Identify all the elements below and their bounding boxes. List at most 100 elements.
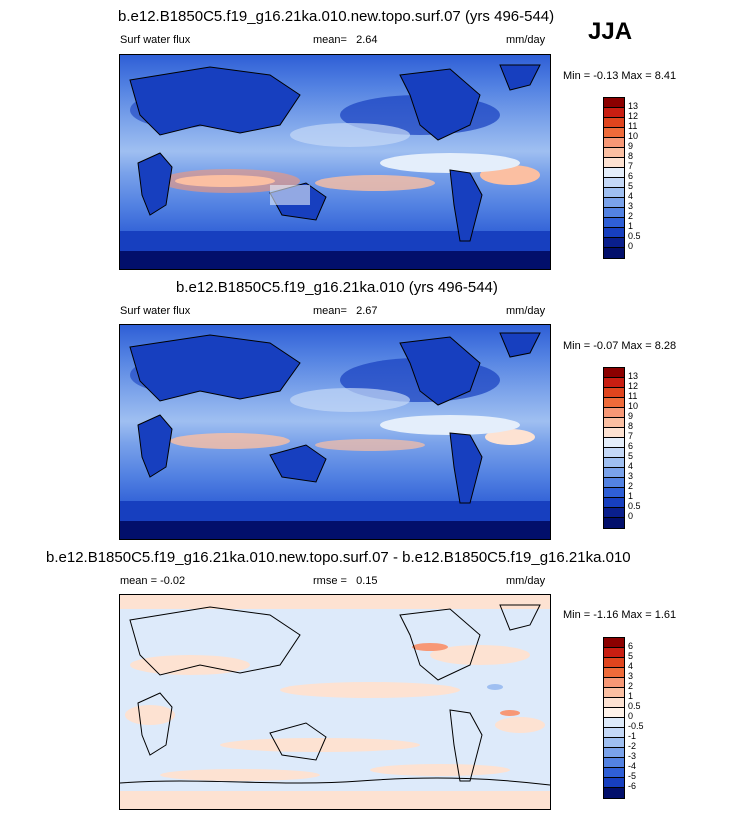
colorbar-swatch [604,168,624,178]
colorbar-tick-label: 1 [628,691,634,701]
colorbar-tick-label: 4 [628,191,634,201]
colorbar-swatch [604,508,624,518]
colorbar-tick-label: 0.5 [628,701,641,711]
colorbar-swatch [604,128,624,138]
colorbar-swatch [604,688,624,698]
colorbar-tick-label: 7 [628,431,634,441]
colorbar-swatch [604,788,624,798]
colorbar-tick-label: 6 [628,171,634,181]
colorbar-swatch [604,678,624,688]
colorbar-swatch [604,98,624,108]
colorbar-swatch [604,218,624,228]
colorbar-swatch [604,658,624,668]
colorbar-swatch [604,768,624,778]
panel1-minmax: Min = -0.13 Max = 8.41 [563,70,677,82]
colorbar-swatch [604,398,624,408]
colorbar-tick-label: -0.5 [628,721,644,731]
panel1-variable: Surf water flux [120,34,191,46]
colorbar-tick-label: 1 [628,491,634,501]
colorbar-tick-label: 9 [628,141,634,151]
colorbar-tick-label: 11 [628,121,638,131]
panel2-map [119,324,551,540]
colorbar-swatch [604,368,624,378]
panel2-title: b.e12.B1850C5.f19_g16.21ka.010 (yrs 496-… [176,279,498,296]
colorbar-tick-label: -3 [628,751,637,761]
colorbar-swatch [604,158,624,168]
colorbar-swatch [604,728,624,738]
colorbar-tick-label: 2 [628,681,634,691]
panel3-units: mm/day [506,575,546,587]
colorbar-swatch [604,248,624,258]
panel2-mean: mean= 2.67 [313,305,378,317]
panel2-units: mm/day [506,305,546,317]
colorbar-tick-label: -4 [628,761,637,771]
panel3-colorbar [603,637,625,799]
panel1-title: b.e12.B1850C5.f19_g16.21ka.010.new.topo.… [118,8,555,25]
colorbar-tick-label: 1 [628,221,634,231]
colorbar-tick-label: 12 [628,111,639,121]
panel1-units: mm/day [506,34,546,46]
colorbar-swatch [604,408,624,418]
colorbar-swatch [604,448,624,458]
colorbar-swatch [604,468,624,478]
colorbar-swatch [604,238,624,248]
colorbar-tick-label: 7 [628,161,634,171]
colorbar-swatch [604,228,624,238]
colorbar-swatch [604,188,624,198]
colorbar-swatch [604,758,624,768]
colorbar-tick-label: 3 [628,471,634,481]
colorbar-tick-label: 0.5 [628,501,641,511]
colorbar-tick-label: 5 [628,181,634,191]
colorbar-swatch [604,488,624,498]
panel3-map [119,594,551,810]
colorbar-swatch [604,458,624,468]
colorbar-tick-label: 9 [628,411,634,421]
colorbar-swatch [604,738,624,748]
colorbar-swatch [604,698,624,708]
colorbar-swatch [604,648,624,658]
panel3-mean: mean = -0.02 [120,575,186,587]
colorbar-tick-label: 13 [628,371,639,381]
colorbar-tick-label: 3 [628,671,634,681]
colorbar-swatch [604,778,624,788]
panel3-minmax: Min = -1.16 Max = 1.61 [563,609,677,621]
panel2-variable: Surf water flux [120,305,191,317]
colorbar-tick-label: 8 [628,421,634,431]
colorbar-tick-label: 6 [628,641,634,651]
panel2-colorbar [603,367,625,529]
colorbar-swatch [604,378,624,388]
colorbar-swatch [604,668,624,678]
colorbar-swatch [604,748,624,758]
colorbar-swatch [604,708,624,718]
colorbar-swatch [604,518,624,528]
colorbar-tick-label: -2 [628,741,637,751]
colorbar-tick-label: 11 [628,391,638,401]
colorbar-tick-label: -5 [628,771,637,781]
colorbar-swatch [604,388,624,398]
colorbar-tick-label: 0.5 [628,231,641,241]
colorbar-tick-label: 0 [628,711,634,721]
colorbar-swatch [604,148,624,158]
panel1-map [119,54,551,270]
colorbar-swatch [604,208,624,218]
panel1-mean: mean= 2.64 [313,34,378,46]
colorbar-swatch [604,198,624,208]
panel1-colorbar [603,97,625,259]
panel3-rmse: rmse = 0.15 [313,575,378,587]
colorbar-tick-label: 10 [628,131,639,141]
colorbar-swatch [604,438,624,448]
colorbar-swatch [604,138,624,148]
panel2-minmax: Min = -0.07 Max = 8.28 [563,340,677,352]
colorbar-swatch [604,178,624,188]
colorbar-tick-label: 5 [628,451,634,461]
colorbar-tick-label: 2 [628,211,634,221]
colorbar-swatch [604,108,624,118]
colorbar-swatch [604,418,624,428]
colorbar-swatch [604,478,624,488]
colorbar-tick-label: 6 [628,441,634,451]
colorbar-tick-label: 3 [628,201,634,211]
colorbar-tick-label: 10 [628,401,639,411]
colorbar-tick-label: 4 [628,661,634,671]
colorbar-swatch [604,428,624,438]
colorbar-tick-label: 2 [628,481,634,491]
